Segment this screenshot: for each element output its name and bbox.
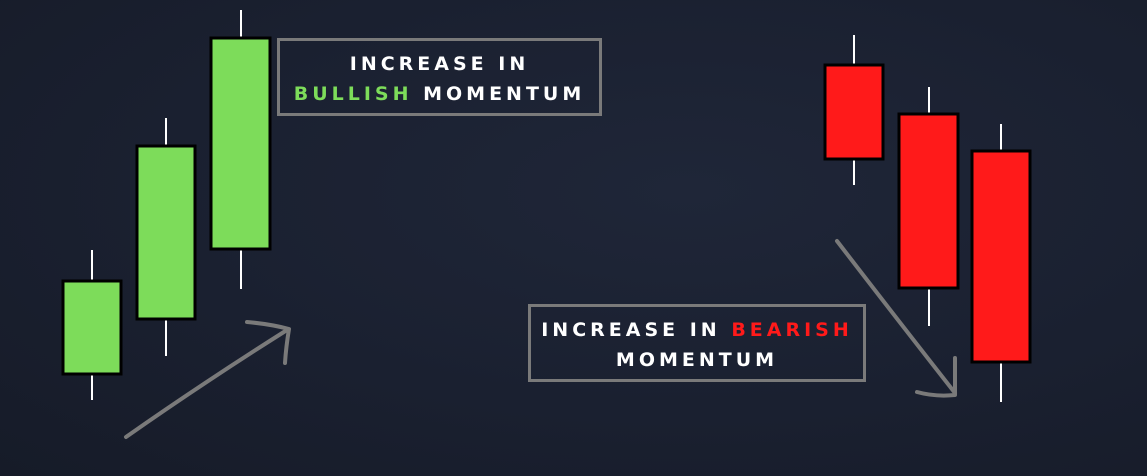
bullish-candle-3 — [209, 10, 272, 289]
bullish-candles — [61, 10, 272, 400]
bullish-candle-2 — [135, 118, 197, 356]
bearish-candle-1 — [823, 35, 885, 185]
bullish-label-line2: BULLISH MOMENTUM — [280, 79, 599, 109]
candle-body — [135, 144, 197, 321]
candle-body — [823, 63, 885, 161]
arrow-shaft — [124, 328, 289, 439]
bullish-label-rest: MOMENTUM — [412, 83, 586, 105]
arrow-head — [245, 320, 291, 365]
bearish-candles — [823, 35, 1032, 402]
arrow-shaft — [835, 239, 957, 395]
bearish-arrow — [835, 239, 957, 398]
candle-body — [61, 279, 123, 376]
bearish-label-line2: MOMENTUM — [615, 349, 779, 371]
bearish-candle-2 — [897, 87, 960, 326]
bullish-momentum-label: INCREASE IN BULLISH MOMENTUM — [277, 38, 602, 116]
bullish-label-line1: INCREASE IN — [349, 53, 530, 75]
bullish-arrow — [124, 320, 291, 439]
candle-body — [897, 112, 960, 290]
bearish-candle-3 — [970, 124, 1032, 402]
bearish-label-prefix: INCREASE IN — [541, 319, 732, 341]
candle-body — [970, 149, 1032, 364]
bearish-momentum-label: INCREASE IN BEARISH MOMENTUM — [528, 304, 866, 382]
candle-body — [209, 36, 272, 251]
arrow-head — [915, 356, 957, 398]
bearish-highlight: BEARISH — [731, 319, 853, 341]
bearish-label-line1: INCREASE IN BEARISH — [531, 315, 863, 345]
bullish-candle-1 — [61, 250, 123, 400]
bullish-highlight: BULLISH — [293, 83, 413, 105]
